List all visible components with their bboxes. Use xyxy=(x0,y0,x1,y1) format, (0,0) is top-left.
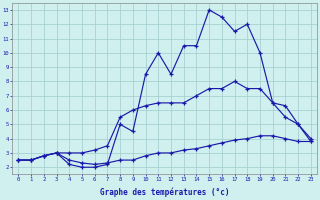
X-axis label: Graphe des températures (°c): Graphe des températures (°c) xyxy=(100,188,229,197)
